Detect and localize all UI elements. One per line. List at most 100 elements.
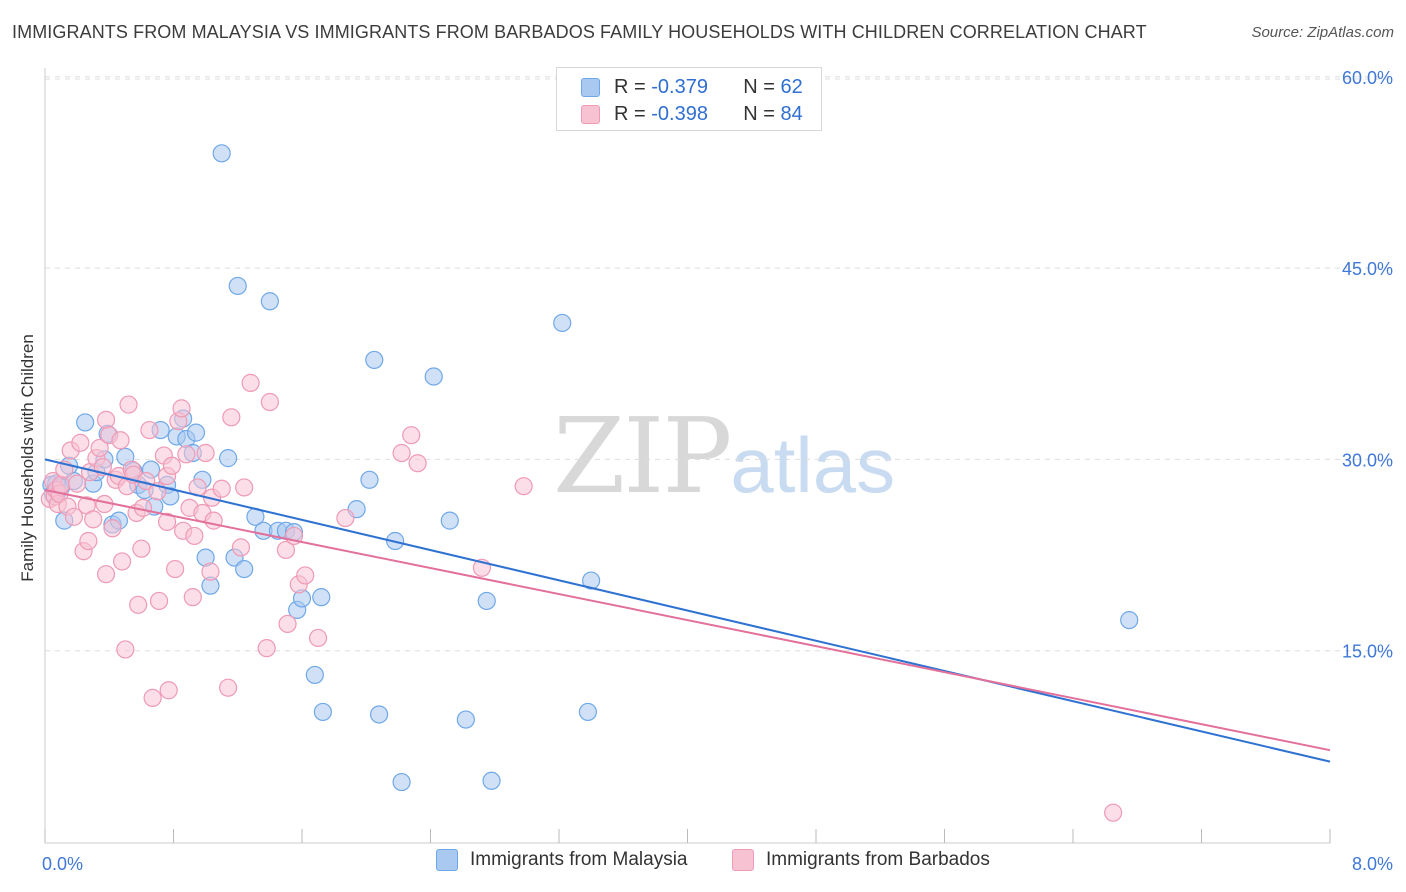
barbados-point <box>140 420 159 440</box>
barbados-point <box>177 445 196 464</box>
barbados-point <box>392 443 411 463</box>
stats-legend-row-barbados: R = -0.398 N = 84 <box>557 100 803 128</box>
barbados-point <box>231 538 251 557</box>
n-value: 62 <box>780 75 803 98</box>
barbados-point <box>219 678 238 697</box>
barbados-point <box>96 410 116 429</box>
barbados-point <box>172 399 191 418</box>
barbados-point <box>143 688 162 707</box>
barbados-point <box>79 531 98 551</box>
malaysia-point <box>456 710 475 729</box>
barbados-point <box>116 640 135 659</box>
malaysia-point <box>1120 610 1139 630</box>
barbados-point <box>51 475 71 495</box>
barbados-point <box>132 539 151 558</box>
barbados-point <box>241 373 260 392</box>
barbados-point <box>159 681 178 700</box>
x-tick-label: 8.0% <box>1352 854 1393 874</box>
y-tick-label: 15.0% <box>1342 642 1393 662</box>
barbados-point <box>119 395 138 414</box>
source-credit: Source: ZipAtlas.com <box>1251 24 1394 41</box>
malaysia-point <box>553 313 572 333</box>
y-tick-label: 30.0% <box>1342 450 1393 470</box>
malaysia-point <box>360 470 379 489</box>
r-value: -0.398 <box>651 102 708 125</box>
malaysia-trend-line <box>44 458 1331 763</box>
barbados-point <box>96 565 116 584</box>
barbados-point <box>514 477 533 496</box>
legend-label-malaysia: Immigrants from Malaysia <box>470 849 688 870</box>
malaysia-point <box>582 571 601 590</box>
barbados-point <box>103 519 122 538</box>
malaysia-point <box>228 276 247 296</box>
x-tick-label: 0.0% <box>42 854 83 874</box>
y-axis-label: Family Households with Children <box>18 334 37 582</box>
chart-title: IMMIGRANTS FROM MALAYSIA VS IMMIGRANTS F… <box>12 22 1147 42</box>
r-value: -0.379 <box>651 75 708 98</box>
malaysia-point <box>477 591 496 611</box>
y-tick-label: 60.0% <box>1342 68 1393 88</box>
malaysia-point <box>76 413 95 432</box>
barbados-point <box>212 479 231 498</box>
barbados-point <box>408 454 427 473</box>
barbados-point <box>402 426 421 445</box>
malaysia-point <box>212 144 231 163</box>
malaysia-point <box>186 423 206 442</box>
n-label: N = <box>743 75 781 98</box>
malaysia-point <box>578 702 598 722</box>
barbados-point <box>149 591 169 611</box>
barbados-point <box>308 628 328 648</box>
n-value: 84 <box>780 102 803 125</box>
malaysia-legend-swatch <box>436 849 458 871</box>
malaysia-swatch <box>581 77 600 97</box>
barbados-point <box>64 507 84 526</box>
barbados-point <box>68 474 87 493</box>
barbados-point <box>162 456 181 475</box>
barbados-point <box>71 433 90 452</box>
malaysia-point <box>235 559 254 579</box>
r-label: R = <box>614 75 652 98</box>
malaysia-point <box>313 702 332 722</box>
watermark-zip: ZIP <box>553 395 732 517</box>
barbados-trend-line <box>44 489 1331 752</box>
malaysia-point <box>392 772 411 792</box>
malaysia-point <box>482 771 501 790</box>
barbados-point <box>276 540 296 560</box>
barbados-point <box>235 478 254 497</box>
y-tick-label: 45.0% <box>1342 259 1393 279</box>
stats-legend: R = -0.379 N = 62 R = -0.398 N = 84 <box>556 67 822 131</box>
barbados-point <box>185 526 204 546</box>
barbados-point <box>296 566 315 585</box>
barbados-point <box>336 508 355 528</box>
malaysia-point <box>440 511 459 530</box>
malaysia-point <box>370 705 389 724</box>
barbados-point <box>84 510 103 529</box>
malaysia-point <box>305 665 324 685</box>
barbados-legend-swatch <box>732 849 754 871</box>
barbados-point <box>204 511 223 530</box>
malaysia-point <box>312 588 331 607</box>
barbados-point <box>90 438 109 458</box>
barbados-point <box>1104 803 1123 822</box>
barbados-point <box>260 392 279 412</box>
barbados-point <box>166 559 185 579</box>
barbados-point <box>257 639 276 658</box>
barbados-point <box>201 562 220 581</box>
barbados-point <box>112 552 132 571</box>
barbados-point <box>278 614 297 634</box>
barbados-point <box>183 588 202 607</box>
legend-label-barbados: Immigrants from Barbados <box>766 849 990 870</box>
malaysia-point <box>365 350 384 370</box>
r-label: R = <box>614 102 652 125</box>
barbados-point <box>129 595 148 614</box>
watermark: ZIPatlas <box>553 395 895 517</box>
barbados-point <box>111 431 130 450</box>
barbados-point <box>196 443 215 463</box>
malaysia-point <box>219 449 238 468</box>
legend-item-malaysia[interactable]: Immigrants from Malaysia <box>436 849 688 871</box>
malaysia-point <box>424 367 443 386</box>
legend-item-barbados[interactable]: Immigrants from Barbados <box>732 849 990 871</box>
barbados-point <box>222 408 241 427</box>
series-legend: Immigrants from Malaysia Immigrants from… <box>0 849 1406 879</box>
barbados-swatch <box>581 104 600 124</box>
